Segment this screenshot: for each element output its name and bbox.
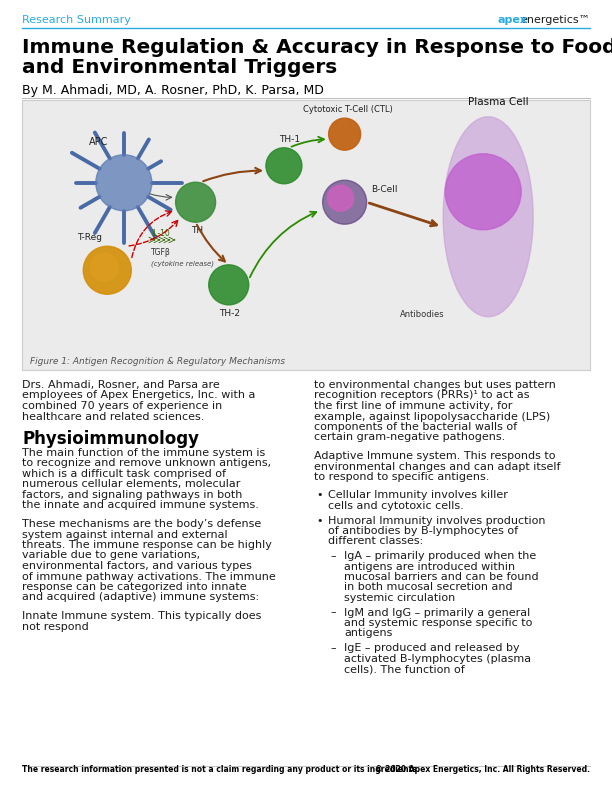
Text: Cellular Immunity involves killer: Cellular Immunity involves killer (328, 490, 508, 501)
Circle shape (329, 118, 360, 150)
Circle shape (327, 185, 354, 211)
Text: components of the bacterial walls of: components of the bacterial walls of (314, 422, 517, 432)
Text: mucosal barriers and can be found: mucosal barriers and can be found (344, 572, 539, 582)
Text: Immune Regulation & Accuracy in Response to Food: Immune Regulation & Accuracy in Response… (22, 38, 612, 57)
Text: system against internal and external: system against internal and external (22, 530, 228, 539)
Text: systemic circulation: systemic circulation (344, 593, 455, 603)
Text: employees of Apex Energetics, Inc. with a: employees of Apex Energetics, Inc. with … (22, 390, 255, 401)
Text: the first line of immune activity, for: the first line of immune activity, for (314, 401, 512, 411)
Text: energetics™: energetics™ (520, 15, 590, 25)
Text: variable due to gene variations,: variable due to gene variations, (22, 550, 200, 561)
Text: and systemic response specific to: and systemic response specific to (344, 618, 532, 628)
Text: environmental changes and can adapt itself: environmental changes and can adapt itse… (314, 462, 561, 471)
Text: which is a difficult task comprised of: which is a difficult task comprised of (22, 469, 226, 479)
Text: cells and cytotoxic cells.: cells and cytotoxic cells. (328, 501, 464, 511)
Text: Antibodies: Antibodies (400, 310, 444, 319)
Text: Humoral Immunity involves production: Humoral Immunity involves production (328, 516, 545, 526)
Text: activated B-lymphocytes (plasma: activated B-lymphocytes (plasma (344, 653, 531, 664)
Text: •: • (316, 516, 323, 526)
Text: –: – (330, 607, 335, 618)
Text: •: • (316, 490, 323, 501)
Text: TGFβ: TGFβ (151, 248, 171, 257)
Text: TH-1: TH-1 (279, 135, 300, 144)
Text: Cytotoxic T-Cell (CTL): Cytotoxic T-Cell (CTL) (303, 105, 392, 114)
Text: of antibodies by B-lymphocytes of: of antibodies by B-lymphocytes of (328, 526, 518, 536)
Text: healthcare and related sciences.: healthcare and related sciences. (22, 412, 204, 421)
Circle shape (96, 154, 152, 211)
Text: in both mucosal secretion and: in both mucosal secretion and (344, 582, 513, 592)
Text: environmental factors, and various types: environmental factors, and various types (22, 561, 252, 571)
Text: Innate Immune system. This typically does: Innate Immune system. This typically doe… (22, 611, 261, 621)
Text: the innate and acquired immune systems.: the innate and acquired immune systems. (22, 501, 259, 511)
Text: and Environmental Triggers: and Environmental Triggers (22, 58, 337, 77)
Text: not respond: not respond (22, 622, 89, 631)
Text: to respond to specific antigens.: to respond to specific antigens. (314, 472, 490, 482)
Text: IgE – produced and released by: IgE – produced and released by (344, 643, 520, 653)
Text: Drs. Ahmadi, Rosner, and Parsa are: Drs. Ahmadi, Rosner, and Parsa are (22, 380, 220, 390)
Text: and acquired (adaptive) immune systems:: and acquired (adaptive) immune systems: (22, 592, 259, 603)
Text: Plasma Cell: Plasma Cell (468, 97, 529, 107)
Text: These mechanisms are the body’s defense: These mechanisms are the body’s defense (22, 519, 261, 529)
Text: to environmental changes but uses pattern: to environmental changes but uses patter… (314, 380, 556, 390)
Text: numerous cellular elements, molecular: numerous cellular elements, molecular (22, 479, 241, 489)
Circle shape (266, 148, 302, 184)
Text: IgM and IgG – primarily a general: IgM and IgG – primarily a general (344, 607, 530, 618)
Text: APC: APC (89, 137, 108, 147)
Text: response can be categorized into innate: response can be categorized into innate (22, 582, 247, 592)
Text: certain gram-negative pathogens.: certain gram-negative pathogens. (314, 432, 506, 443)
Text: © 2020 Apex Energetics, Inc. All Rights Reserved.: © 2020 Apex Energetics, Inc. All Rights … (375, 765, 590, 774)
Text: cells). The function of: cells). The function of (344, 664, 465, 674)
Text: IgA – primarily produced when the: IgA – primarily produced when the (344, 551, 536, 561)
Text: Figure 1: Antigen Recognition & Regulatory Mechanisms: Figure 1: Antigen Recognition & Regulato… (30, 357, 285, 366)
Circle shape (176, 182, 215, 223)
Text: combined 70 years of experience in: combined 70 years of experience in (22, 401, 222, 411)
Text: Research Summary: Research Summary (22, 15, 131, 25)
Text: threats. The immune response can be highly: threats. The immune response can be high… (22, 540, 272, 550)
Text: factors, and signaling pathways in both: factors, and signaling pathways in both (22, 490, 242, 500)
Text: apex: apex (498, 15, 528, 25)
Text: recognition receptors (PRRs)¹ to act as: recognition receptors (PRRs)¹ to act as (314, 390, 529, 401)
Circle shape (209, 265, 248, 305)
Text: of immune pathway activations. The immune: of immune pathway activations. The immun… (22, 572, 276, 581)
Text: antigens: antigens (344, 629, 392, 638)
Text: TH-2: TH-2 (218, 309, 240, 318)
Text: –: – (330, 551, 335, 561)
Text: (cytokine release): (cytokine release) (151, 260, 214, 267)
Text: B-Cell: B-Cell (371, 185, 397, 194)
Circle shape (323, 181, 367, 224)
Text: IL-10: IL-10 (151, 229, 170, 238)
Text: Physioimmunology: Physioimmunology (22, 430, 199, 448)
Text: By M. Ahmadi, MD, A. Rosner, PhD, K. Parsa, MD: By M. Ahmadi, MD, A. Rosner, PhD, K. Par… (22, 84, 324, 97)
Text: Adaptive Immune system. This responds to: Adaptive Immune system. This responds to (314, 451, 556, 461)
Ellipse shape (443, 116, 533, 317)
Text: to recognize and remove unknown antigens,: to recognize and remove unknown antigens… (22, 459, 271, 469)
Text: The research information presented is not a claim regarding any product or its i: The research information presented is no… (22, 765, 420, 774)
FancyBboxPatch shape (22, 100, 590, 370)
Text: The main function of the immune system is: The main function of the immune system i… (22, 448, 265, 458)
Text: T-Reg: T-Reg (77, 233, 102, 242)
Text: –: – (330, 643, 335, 653)
Text: different classes:: different classes: (328, 536, 424, 546)
Circle shape (445, 154, 521, 230)
Text: TH: TH (192, 227, 204, 235)
Text: antigens are introduced within: antigens are introduced within (344, 562, 515, 572)
Circle shape (83, 246, 132, 295)
Text: example, against lipopolysaccharide (LPS): example, against lipopolysaccharide (LPS… (314, 412, 550, 421)
Circle shape (91, 253, 118, 281)
